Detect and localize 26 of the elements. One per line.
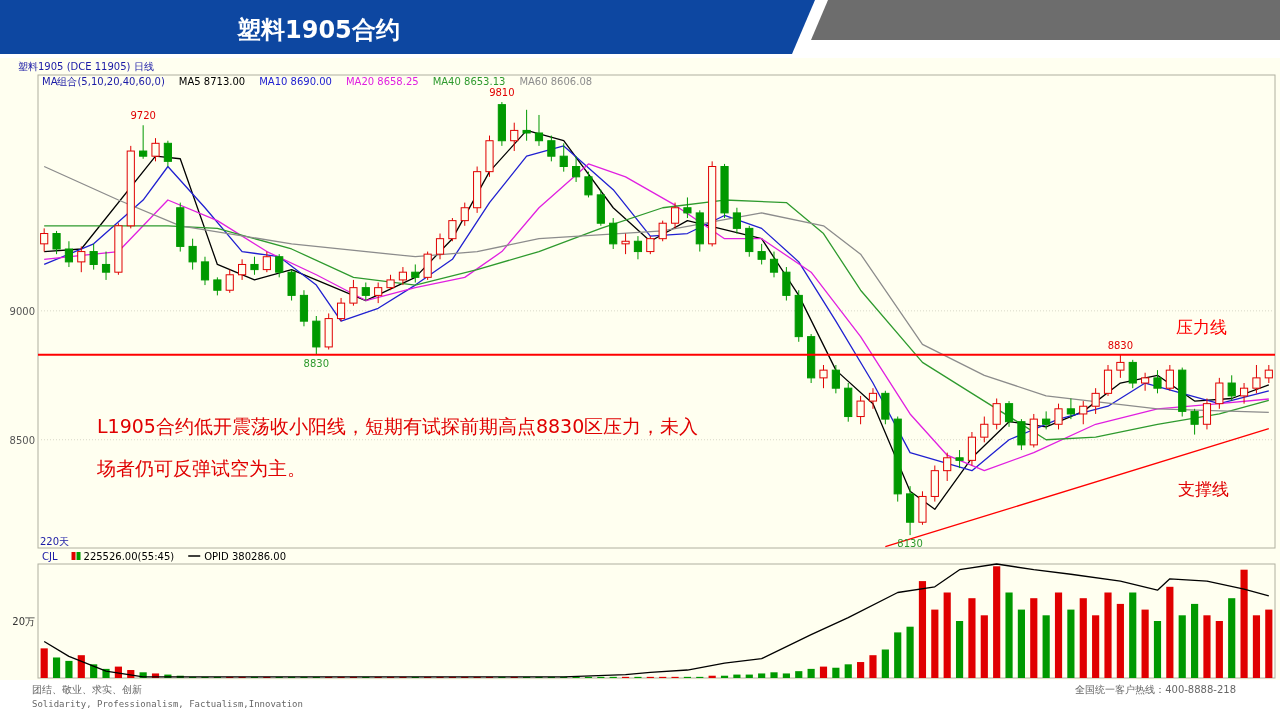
chart-subtitle: 塑料1905 (DCE 11905) 日线	[18, 61, 154, 72]
y-tick-label: 8500	[9, 434, 35, 446]
ref-line-label: 压力线	[1176, 316, 1227, 337]
legend-title: MA组合(5,10,20,40,60,0)	[42, 76, 165, 87]
annotation: 9810	[489, 87, 515, 99]
text: MA5 8713.00	[178, 76, 246, 87]
text: MA60 8606.08	[519, 76, 593, 87]
annotation: 8830	[303, 357, 330, 369]
text: MA40 8653.13	[432, 76, 506, 87]
text: MA20 8658.25	[345, 76, 419, 87]
legend-label: OPID 380286.00	[204, 551, 287, 562]
text: MA10 8690.00	[259, 76, 332, 87]
legend-title: CJL	[42, 551, 58, 562]
annotation: 9720	[130, 110, 156, 122]
annotation: L1905合约低开震荡收小阳线，短期有试探前期高点8830区压力，未入场者仍可反弹试空为主。	[97, 414, 700, 481]
annotation: 8830	[1107, 339, 1134, 351]
annotation: 8130	[897, 538, 923, 550]
chart-title: 塑料1905合约	[236, 16, 400, 44]
annotation: 支撑线	[1178, 479, 1229, 499]
annotation: 220天	[40, 536, 70, 547]
legend-label: 225526.00(55:45)	[83, 551, 175, 562]
text: 20万	[12, 616, 35, 627]
y-tick-label: 9000	[9, 305, 35, 317]
text: 全国统一客户热线：400-8888-218	[1075, 684, 1236, 695]
text: Solidarity, Professionalism, Factualism,Innovation	[32, 699, 303, 709]
text: 团结、敬业、求实、创新	[32, 684, 142, 695]
